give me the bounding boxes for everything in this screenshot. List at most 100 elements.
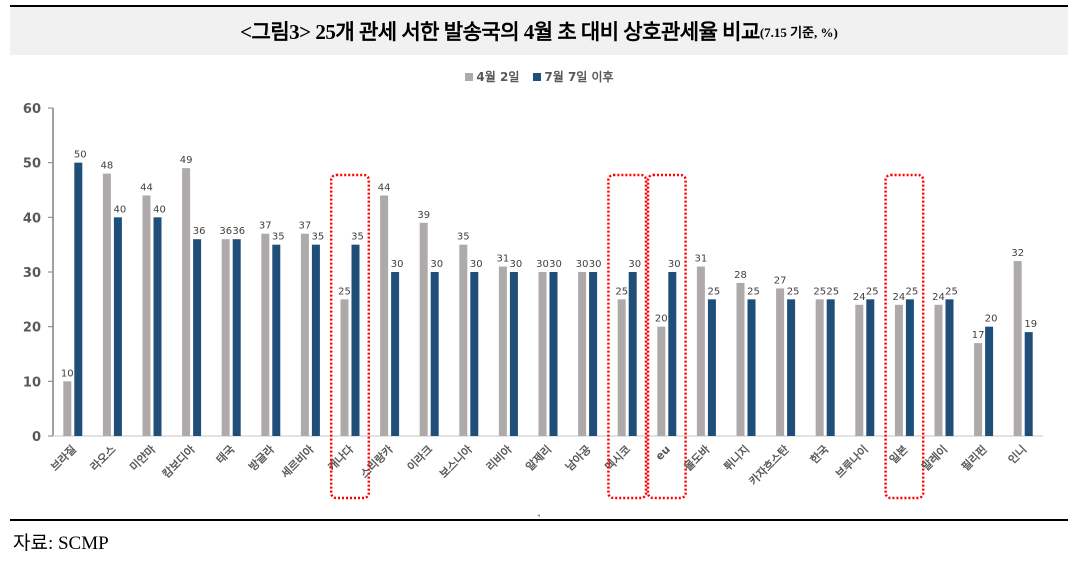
bar-july [391, 272, 400, 436]
bar-july [232, 239, 241, 436]
bar-april [419, 222, 428, 436]
bar-july [985, 326, 994, 436]
x-category-label: 이라크 [404, 442, 435, 473]
bar-april [340, 299, 349, 436]
x-category-label: 캐나다 [325, 442, 357, 474]
x-category-label: 일본 [886, 442, 910, 466]
bar-july [589, 272, 598, 436]
bar-april [894, 304, 903, 436]
value-label-july: 25 [826, 286, 839, 297]
bar-july [628, 272, 637, 436]
bar-april [498, 266, 507, 436]
bar-april [974, 343, 983, 436]
chart-legend: 4월 2일 7월 7일 이후 [0, 68, 1079, 85]
value-label-april: 39 [417, 210, 430, 221]
value-label-july: 36 [193, 226, 206, 237]
bar-chart: 01020304050601050브라질4840라오스4440미얀마4936캄보… [23, 102, 1043, 500]
value-label-july: 25 [866, 286, 879, 297]
value-label-july: 25 [708, 286, 721, 297]
x-category-label: 인니 [1005, 442, 1029, 466]
x-category-label: eu [653, 443, 673, 463]
bar-july [905, 299, 914, 436]
bar-july [74, 162, 83, 436]
bar-april [380, 195, 389, 436]
bar-july [707, 299, 716, 436]
x-category-label: 멕시코 [602, 442, 633, 473]
bar-april [538, 272, 547, 436]
value-label-july: 20 [985, 314, 998, 325]
bar-april [142, 195, 151, 436]
value-label-july: 50 [74, 150, 87, 161]
bar-april [578, 272, 587, 436]
value-label-july: 25 [906, 286, 919, 297]
value-label-april: 30 [536, 259, 549, 270]
value-label-april: 32 [1011, 248, 1024, 259]
bar-july [1024, 332, 1033, 436]
bar-july [153, 217, 162, 436]
bar-april [102, 173, 111, 436]
x-category-label: 한국 [807, 442, 831, 466]
value-label-july: 30 [589, 259, 602, 270]
value-label-april: 25 [615, 286, 628, 297]
legend-label-april: 4월 2일 [476, 70, 520, 84]
value-label-april: 30 [576, 259, 589, 270]
bar-july [272, 244, 281, 436]
bar-april [1013, 261, 1022, 436]
bar-april [617, 299, 626, 436]
legend-item-april: 4월 2일 [465, 68, 519, 85]
bar-april [459, 244, 468, 436]
x-category-label: 튀니지 [721, 442, 752, 473]
legend-label-july: 7월 7일 이후 [544, 70, 614, 84]
bar-july [430, 272, 439, 436]
legend-item-july: 7월 7일 이후 [533, 68, 614, 85]
value-label-april: 24 [893, 292, 906, 303]
x-category-label: 알제리 [523, 442, 554, 473]
x-category-label: 세르비아 [278, 442, 317, 481]
y-tick-label: 40 [23, 211, 41, 226]
y-tick-label: 30 [23, 266, 41, 281]
bar-july [113, 217, 122, 436]
value-label-april: 48 [101, 161, 114, 172]
bar-april [736, 282, 745, 436]
bar-july [866, 299, 875, 436]
value-label-april: 24 [853, 292, 866, 303]
value-label-april: 25 [813, 286, 826, 297]
value-label-july: 36 [232, 226, 245, 237]
highlight-box [646, 173, 687, 500]
bar-april [300, 233, 309, 436]
bar-july [747, 299, 756, 436]
y-tick-label: 20 [23, 321, 41, 336]
value-label-april: 44 [140, 182, 153, 193]
bar-july [351, 244, 360, 436]
bar-july [945, 299, 954, 436]
value-label-april: 37 [299, 221, 312, 232]
bar-april [815, 299, 824, 436]
bottom-rule [10, 519, 1068, 521]
value-label-july: 35 [312, 232, 325, 243]
value-label-july: 30 [668, 259, 681, 270]
bar-july [470, 272, 479, 436]
bar-april [221, 239, 230, 436]
value-label-april: 17 [972, 330, 985, 341]
x-category-label: 미얀마 [127, 442, 159, 474]
bar-april [657, 326, 666, 436]
value-label-april: 36 [219, 226, 232, 237]
x-category-label: 라오스 [87, 442, 118, 473]
bar-april [182, 168, 191, 436]
y-tick-label: 60 [23, 102, 41, 117]
value-label-july: 19 [1024, 319, 1037, 330]
bar-july [826, 299, 835, 436]
bar-april [855, 304, 864, 436]
value-label-april: 24 [932, 292, 945, 303]
value-label-july: 30 [628, 259, 641, 270]
x-category-label: 카자흐스탄 [746, 442, 792, 488]
y-tick-label: 0 [32, 430, 41, 445]
bar-july [668, 272, 677, 436]
value-label-april: 37 [259, 221, 272, 232]
x-category-label: 태국 [213, 442, 237, 466]
x-category-label: 브라질 [48, 442, 79, 473]
source-note: 자료: SCMP [13, 533, 109, 554]
bar-july [549, 272, 558, 436]
value-label-april: 28 [734, 270, 747, 281]
chart-title-unit: (7.15 기준, %) [759, 24, 838, 40]
